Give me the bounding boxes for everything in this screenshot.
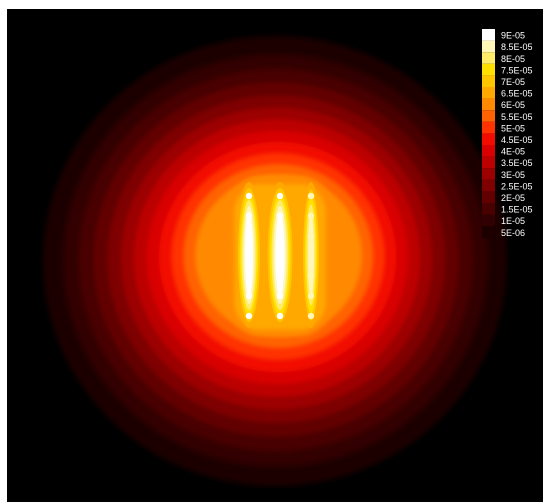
legend-label: 8.5E-05: [501, 42, 533, 52]
legend-swatch: [482, 214, 495, 227]
legend-label: 5.5E-05: [501, 112, 533, 122]
strip-node: [245, 232, 253, 240]
legend-swatch: [482, 145, 495, 157]
legend-swatch: [482, 121, 495, 134]
strip-node: [307, 212, 315, 220]
legend-swatch: [482, 98, 495, 111]
legend-label: 8E-05: [501, 54, 525, 64]
strip-node: [307, 272, 315, 280]
legend-swatch: [482, 75, 495, 87]
strip-node: [245, 272, 253, 280]
legend-label: 4E-05: [501, 147, 525, 157]
strip-node: [276, 272, 284, 280]
legend-label: 7.5E-05: [501, 65, 533, 75]
strip-node: [245, 252, 253, 260]
legend-label: 7E-05: [501, 77, 525, 87]
legend-label: 5E-05: [501, 123, 525, 133]
legend-swatch: [482, 63, 495, 76]
strip-node: [276, 252, 284, 260]
strip-center: [265, 182, 295, 328]
legend-swatch: [482, 203, 495, 215]
strip-node: [276, 192, 284, 200]
legend-label: 6.5E-05: [501, 89, 533, 99]
legend-label: 1E-05: [501, 216, 525, 226]
strip-node: [276, 292, 284, 300]
color-legend: 9E-058.5E-05 8E-057.5E-05 7E-05 6.5E-056E-0…: [482, 29, 533, 238]
strip-node: [245, 292, 253, 300]
legend-swatch: [482, 226, 495, 238]
strip-node: [307, 312, 315, 320]
strip-node: [307, 232, 315, 240]
legend-swatch: [482, 156, 495, 169]
legend-label: 6E-05: [501, 100, 525, 110]
legend-swatch: [482, 52, 495, 64]
strip-node: [245, 192, 253, 200]
legend-swatch: [482, 87, 495, 99]
legend-swatch: [482, 133, 495, 145]
strip-node: [307, 292, 315, 300]
legend-label: 2.5E-05: [501, 181, 533, 191]
strip-node: [276, 232, 284, 240]
legend-label: 3E-05: [501, 170, 525, 180]
strip-node: [276, 212, 284, 220]
legend-swatch: [482, 110, 495, 122]
legend-label: 4.5E-05: [501, 135, 533, 145]
legend-label: 5E-06: [501, 228, 525, 238]
legend-swatch: [482, 191, 495, 203]
strip-left: [236, 182, 262, 328]
legend-label: 9E-05: [501, 31, 525, 41]
contour-field: [43, 35, 507, 487]
strip-node: [307, 252, 315, 260]
legend-label: 1.5E-05: [501, 205, 533, 215]
legend-label: 2E-05: [501, 193, 525, 203]
legend-label: 3.5E-05: [501, 158, 533, 168]
legend-swatch: [482, 40, 495, 53]
strip-node: [276, 312, 284, 320]
strip-node: [307, 192, 315, 200]
legend-swatch: [482, 168, 495, 180]
legend-swatch: [482, 179, 495, 192]
strip-right: [301, 182, 321, 328]
legend-swatch: [482, 29, 495, 41]
strip-node: [245, 312, 253, 320]
strip-node: [245, 212, 253, 220]
